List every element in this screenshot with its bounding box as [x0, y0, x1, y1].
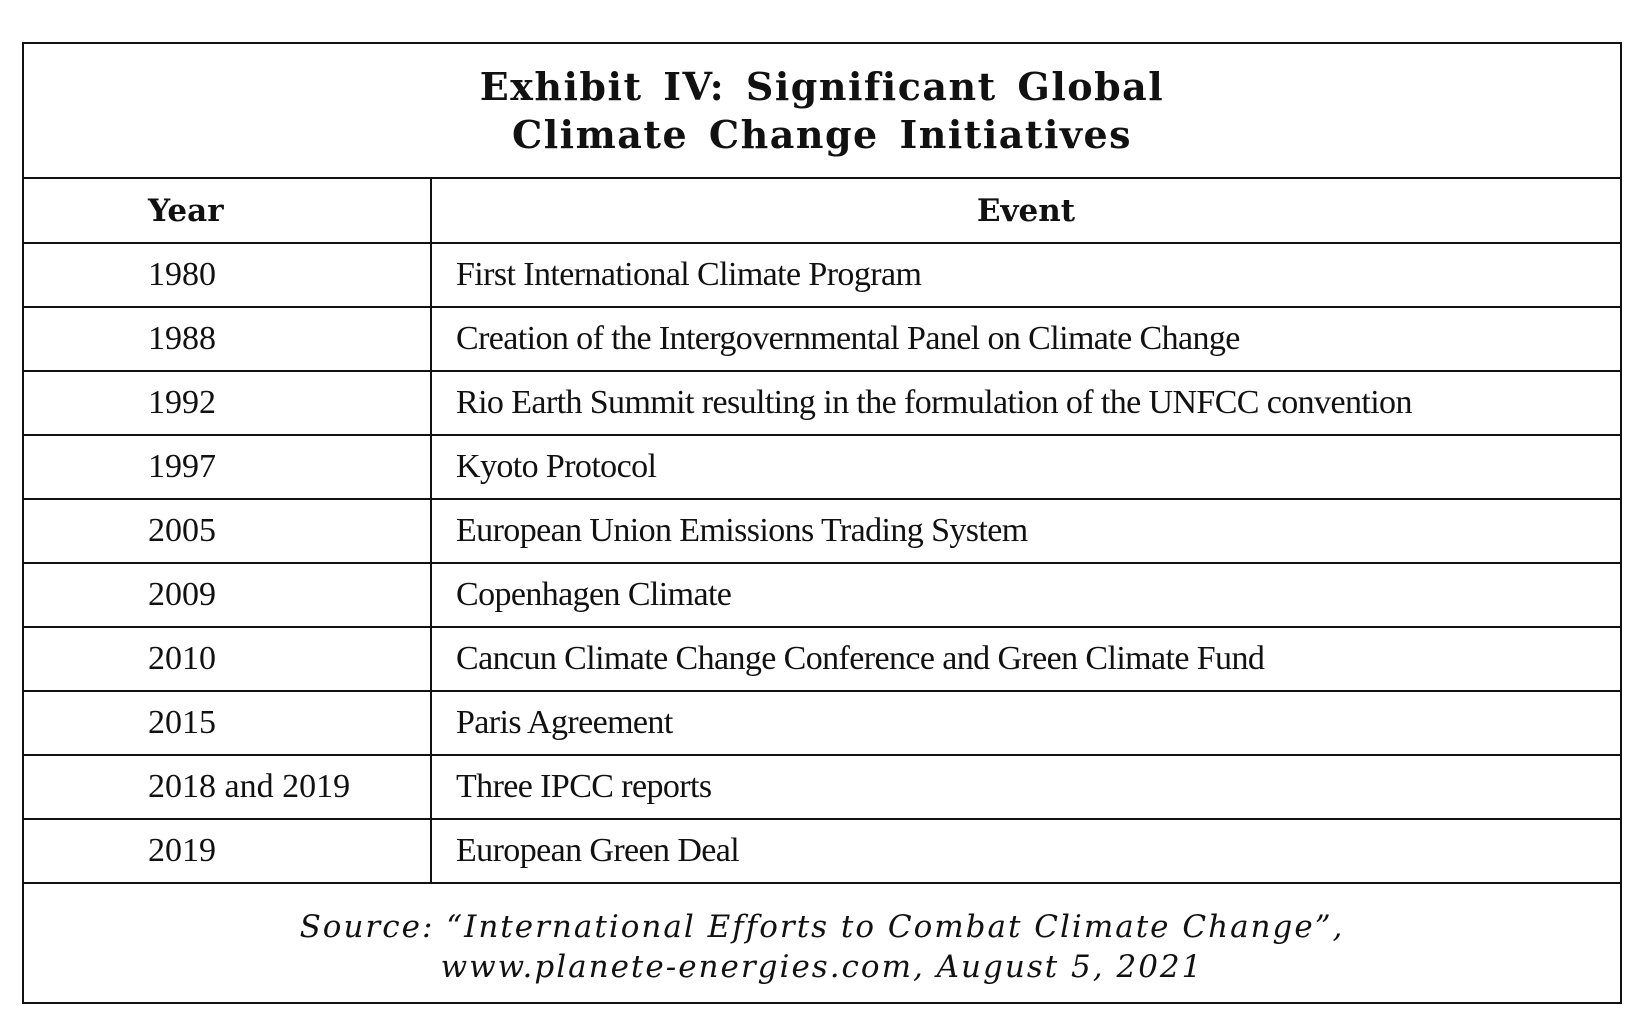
event-cell: First International Climate Program: [431, 243, 1620, 308]
table-row: 1980 First International Climate Program: [24, 243, 1620, 308]
source-note: Source: “International Efforts to Combat…: [24, 884, 1620, 1009]
exhibit-table-frame: Exhibit IV: Significant Global Climate C…: [22, 42, 1622, 1004]
year-cell: 1988: [24, 307, 432, 372]
event-cell: Paris Agreement: [431, 691, 1620, 756]
event-cell: European Union Emissions Trading System: [431, 499, 1620, 564]
source-line-1: Source: “International Efforts to Combat…: [299, 908, 1345, 945]
exhibit-title-line-1: Exhibit IV: Significant Global: [479, 63, 1165, 109]
year-cell: 2005: [24, 499, 432, 564]
column-header-event: Event: [431, 179, 1620, 244]
year-cell: 1980: [24, 243, 432, 308]
event-cell: Copenhagen Climate: [431, 563, 1620, 628]
year-cell: 2015: [24, 691, 432, 756]
table-row: 1997 Kyoto Protocol: [24, 435, 1620, 500]
event-cell: Kyoto Protocol: [431, 435, 1620, 500]
table-row: 1992 Rio Earth Summit resulting in the f…: [24, 371, 1620, 436]
table-header-row: Year Event: [24, 179, 1620, 244]
event-cell: Rio Earth Summit resulting in the formul…: [431, 371, 1620, 436]
event-cell: Three IPCC reports: [431, 755, 1620, 820]
table-row: 2015 Paris Agreement: [24, 691, 1620, 756]
table-row: 2009 Copenhagen Climate: [24, 563, 1620, 628]
table-row: 2010 Cancun Climate Change Conference an…: [24, 627, 1620, 692]
source-line-2: www.planete-energies.com, August 5, 2021: [440, 948, 1204, 985]
event-cell: Creation of the Intergovernmental Panel …: [431, 307, 1620, 372]
events-table: Year Event 1980 First International Clim…: [24, 179, 1620, 884]
year-cell: 1992: [24, 371, 432, 436]
table-row: 2019 European Green Deal: [24, 819, 1620, 884]
column-header-year: Year: [24, 179, 432, 244]
year-cell: 1997: [24, 435, 432, 500]
year-cell: 2018 and 2019: [24, 755, 432, 820]
event-cell: European Green Deal: [431, 819, 1620, 884]
table-row: 2018 and 2019 Three IPCC reports: [24, 755, 1620, 820]
table-row: 1988 Creation of the Intergovernmental P…: [24, 307, 1620, 372]
year-cell: 2009: [24, 563, 432, 628]
year-cell: 2019: [24, 819, 432, 884]
exhibit-title-line-2: Climate Change Initiatives: [511, 111, 1133, 157]
event-cell: Cancun Climate Change Conference and Gre…: [431, 627, 1620, 692]
year-cell: 2010: [24, 627, 432, 692]
table-row: 2005 European Union Emissions Trading Sy…: [24, 499, 1620, 564]
exhibit-title: Exhibit IV: Significant Global Climate C…: [24, 44, 1620, 179]
